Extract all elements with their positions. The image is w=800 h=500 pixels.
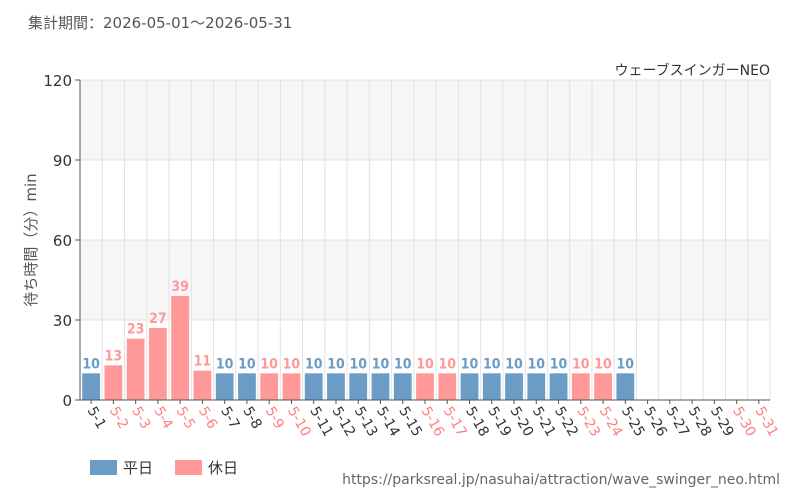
bar [393, 373, 412, 400]
bar [82, 373, 101, 400]
y-tick-label: 30 [53, 312, 72, 330]
bar-value-label: 10 [416, 356, 434, 372]
bar-value-label: 11 [194, 354, 212, 370]
bar [171, 296, 190, 400]
bar [371, 373, 390, 400]
plot-band [80, 160, 770, 240]
y-axis-label: 待ち時間（分）min [22, 173, 40, 306]
bar-value-label: 10 [327, 356, 345, 372]
bar-value-label: 10 [572, 356, 590, 372]
bar-value-label: 23 [127, 322, 145, 338]
bar [616, 373, 635, 400]
y-tick-label: 60 [53, 232, 72, 250]
bar-value-label: 10 [594, 356, 612, 372]
bar [460, 373, 479, 400]
bar-value-label: 10 [438, 356, 456, 372]
bar [416, 373, 434, 400]
bar-value-label: 10 [305, 356, 323, 372]
y-tick-label: 0 [62, 392, 72, 410]
bar [527, 373, 546, 400]
bar-value-label: 27 [149, 311, 167, 327]
x-tick-label: 5-2 [106, 404, 131, 432]
bar [126, 338, 145, 400]
source-url: https://parksreal.jp/nasuhai/attraction/… [342, 472, 780, 488]
bar [549, 373, 568, 400]
bar [304, 373, 323, 400]
bar [571, 373, 590, 400]
x-tick-label: 5-31 [751, 404, 781, 440]
x-tick-label: 5-9 [262, 404, 287, 432]
axes [75, 79, 770, 404]
bar-value-label: 10 [483, 356, 501, 372]
bar-value-label: 10 [550, 356, 568, 372]
bar-value-label: 10 [260, 356, 278, 372]
bar-value-label: 10 [372, 356, 390, 372]
y-tick-label: 90 [53, 152, 72, 170]
legend-swatch-weekday [90, 460, 117, 475]
bar-value-label: 10 [82, 356, 100, 372]
plot-band [80, 240, 770, 320]
x-tick-label: 5-3 [128, 404, 153, 432]
x-tick-labels: 5-15-25-35-45-55-65-75-85-95-105-115-125… [84, 404, 781, 440]
bars [82, 296, 635, 400]
bar-value-label: 10 [238, 356, 256, 372]
x-tick-label: 5-8 [239, 404, 264, 432]
x-tick-label: 5-6 [195, 404, 220, 432]
bar [594, 373, 612, 400]
bar [505, 373, 523, 400]
legend-swatch-holiday [175, 460, 203, 475]
bar [349, 373, 368, 400]
legend-item-weekday: 平日 [90, 457, 153, 478]
bar-value-label: 10 [394, 356, 412, 372]
legend-label-weekday: 平日 [123, 459, 154, 477]
bar [260, 373, 279, 400]
legend-label-holiday: 休日 [208, 459, 239, 477]
bar-value-label: 13 [105, 348, 123, 364]
bar [215, 373, 234, 400]
bar [149, 328, 167, 400]
plot-bands [80, 80, 770, 400]
bar [438, 373, 457, 400]
bar [482, 373, 501, 400]
bar-value-label: 10 [349, 356, 367, 372]
x-tick-label: 5-5 [173, 404, 198, 432]
bar [238, 373, 256, 400]
bar-value-label: 10 [505, 356, 523, 372]
period-label: 集計期間：2026-05-01～2026-05-31 [28, 14, 293, 32]
bar [193, 370, 212, 400]
bar [327, 373, 345, 400]
x-tick-label: 5-7 [217, 404, 242, 432]
bar-value-label: 39 [171, 279, 189, 295]
bar-value-label: 10 [283, 356, 301, 372]
bar [104, 365, 123, 400]
legend: 平日 休日 [90, 457, 260, 478]
bar-value-label: 10 [617, 356, 635, 372]
x-tick-label: 5-1 [84, 404, 109, 432]
bar [282, 373, 301, 400]
bar-value-label: 10 [216, 356, 234, 372]
legend-item-holiday: 休日 [175, 457, 238, 478]
bar-value-label: 10 [461, 356, 479, 372]
plot-band [80, 80, 770, 160]
chart-title: ウェーブスインガーNEO [615, 62, 771, 79]
y-tick-label: 120 [43, 72, 72, 90]
x-tick-label: 5-4 [150, 404, 175, 432]
vertical-grid [101, 80, 771, 400]
bar-value-label: 10 [528, 356, 546, 372]
y-tick-labels: 0 30 60 90 120 [43, 72, 72, 410]
